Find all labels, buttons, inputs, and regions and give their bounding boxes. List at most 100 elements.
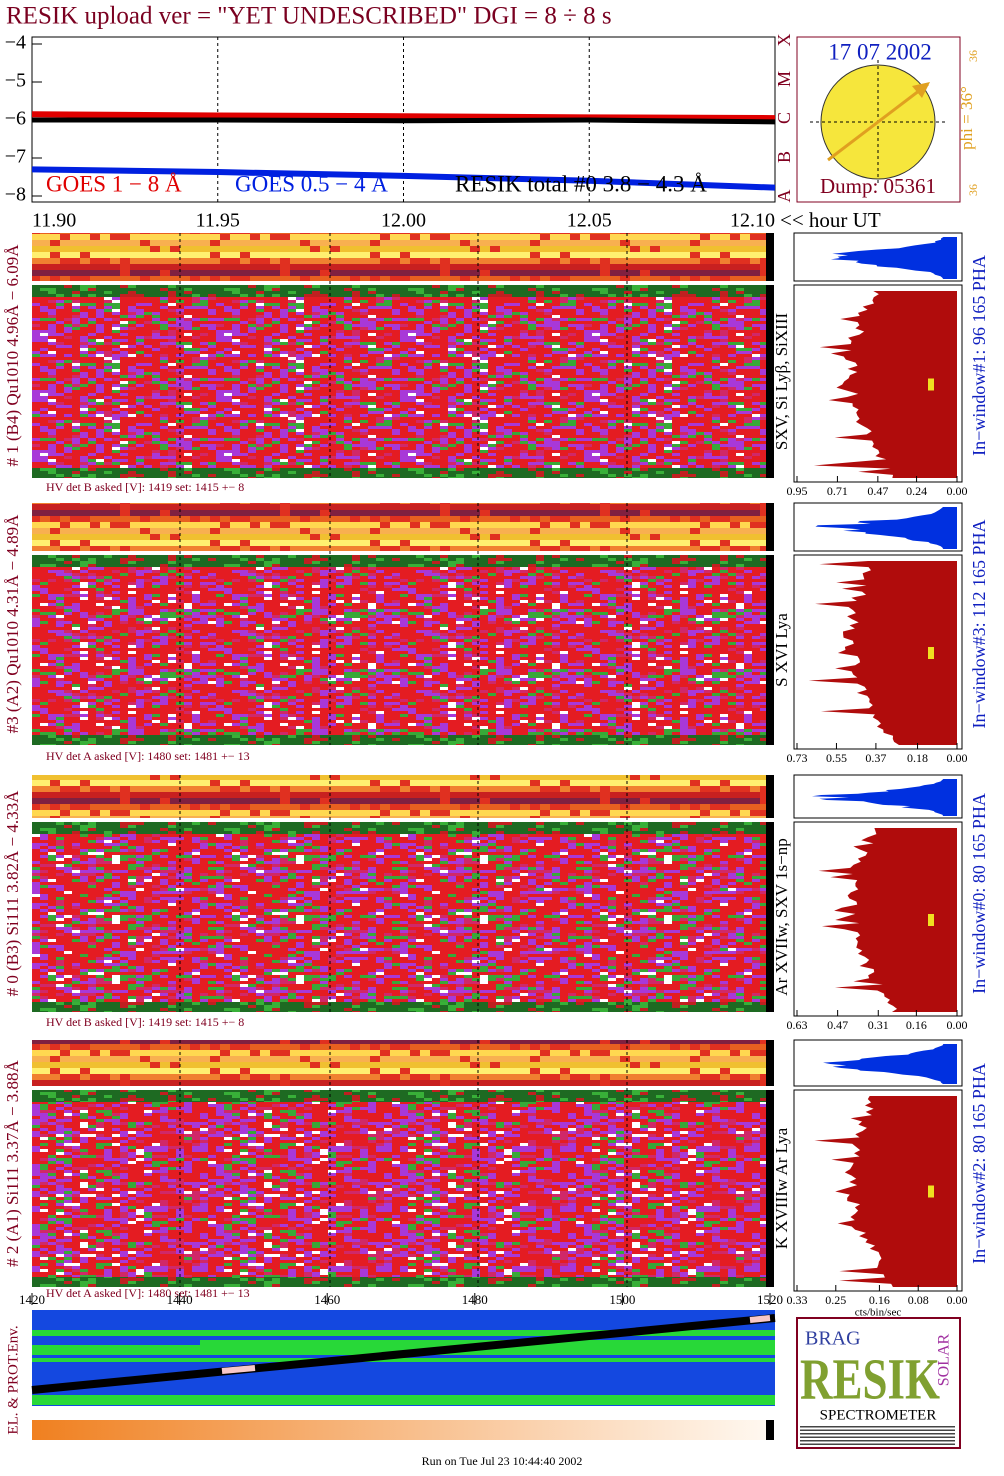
spectrogram-edge — [32, 822, 766, 834]
line-label: K XVIIIw Ar Lya — [772, 1127, 791, 1249]
pha-small — [811, 779, 957, 816]
y-tick-label: −5 — [5, 70, 26, 92]
line-label: Ar XVIIw, SXV 1s−np — [772, 838, 791, 995]
sun-phi: phi = 36° — [957, 86, 976, 150]
y-tick-label: −7 — [5, 146, 26, 168]
series-line — [31, 166, 776, 191]
spectrogram-bar — [766, 285, 774, 478]
logo-spectrometer: SPECTROMETER — [820, 1407, 937, 1423]
logo-fineprint — [800, 1429, 955, 1431]
pha-tick-label: 0.55 — [826, 751, 847, 765]
sun-arrowhead — [912, 82, 930, 98]
pha-main — [814, 1096, 957, 1287]
pha-tick-label: 0.24 — [906, 484, 927, 498]
pha-label: In−window#0: 80 165 PHA — [969, 793, 989, 994]
x-tick-label: 11.95 — [196, 210, 240, 232]
logo-fineprint — [800, 1440, 955, 1442]
pha-small — [823, 1044, 957, 1084]
spectrogram-bar — [766, 555, 774, 745]
flare-class: M — [774, 71, 794, 87]
sun-scale: 36 — [966, 50, 980, 62]
env-label: EL. & PROT.Env. — [5, 1325, 21, 1434]
logo-fineprint — [800, 1433, 955, 1435]
env-band — [32, 1358, 775, 1362]
title: RESIK upload ver = "YET UNDESCRIBED" DGI… — [6, 3, 612, 30]
pha-tick-label: 0.00 — [947, 1018, 968, 1032]
env-bar-end — [766, 1420, 774, 1440]
env-tick-label: 1480 — [462, 1292, 488, 1307]
pha-main — [818, 828, 957, 1012]
x-tick-label: 12.10 — [730, 210, 775, 232]
flare-class: X — [774, 34, 794, 47]
pha-tick-label: 0.25 — [825, 1293, 846, 1307]
pha-tick-label: 0.00 — [947, 751, 968, 765]
pha-label: In−window#3: 112 165 PHA — [969, 520, 989, 729]
strip — [32, 503, 766, 551]
strip — [32, 775, 766, 818]
pha-tick-label: 0.00 — [947, 484, 968, 498]
pha-label: In−window#1: 96 165 PHA — [969, 255, 989, 456]
pha-tick-label: 0.08 — [908, 1293, 929, 1307]
flare-class: A — [774, 190, 794, 203]
spectrogram-edge — [32, 1002, 766, 1012]
pha-tick-label: 0.18 — [907, 751, 928, 765]
flare-class: B — [774, 151, 794, 163]
sun-arrow — [827, 82, 929, 162]
pha-tick-label: 0.47 — [867, 484, 888, 498]
logo-resik: RESIK — [800, 1346, 940, 1411]
pha-marker — [928, 378, 934, 391]
spectrogram-edge — [32, 1277, 766, 1287]
pha-tick-label: 0.73 — [787, 751, 808, 765]
env-mark — [749, 1315, 771, 1323]
strip-bar — [766, 1040, 774, 1086]
strip-bar — [766, 775, 774, 818]
y-tick-label: −4 — [5, 32, 26, 54]
pha-tick-label: 0.31 — [868, 1018, 889, 1032]
legend-entry: GOES 1 − 8 Å — [46, 171, 182, 196]
strip-bar — [766, 233, 774, 281]
pha-main — [813, 291, 957, 478]
logo-fineprint — [800, 1443, 955, 1445]
pha-tick-label: 0.00 — [947, 1293, 968, 1307]
env-bar — [32, 1420, 766, 1440]
spectrogram-edge — [32, 735, 766, 745]
pha-marker — [928, 1185, 934, 1198]
series-line — [32, 117, 776, 125]
pha-small — [815, 507, 957, 549]
pha-axis-label: cts/bin/sec — [855, 1307, 902, 1319]
env-tick-label: 1440 — [167, 1292, 193, 1307]
logo-fineprint — [800, 1436, 955, 1438]
pha-tick-label: 0.16 — [906, 1018, 927, 1032]
legend-entry: GOES 0.5 − 4 Å — [235, 171, 388, 196]
env-trace — [31, 1314, 776, 1394]
pha-tick-label: 0.47 — [827, 1018, 848, 1032]
hv-label: HV det A asked [V]: 1480 set: 1481 +− 13 — [46, 749, 250, 763]
x-tick-label: 11.90 — [32, 210, 76, 232]
spectrogram — [32, 822, 766, 1012]
line-label: S XVI Lya — [772, 613, 791, 687]
x-axis-label: << hour UT — [780, 208, 881, 232]
y-tick-label: −6 — [5, 108, 26, 130]
pha-tick-label: 0.33 — [787, 1293, 808, 1307]
panel-label: #3 (A2) Qu1010 4.31Å − 4.89Å — [3, 514, 22, 733]
y-tick-label: −8 — [5, 184, 26, 206]
spectrogram — [32, 555, 766, 745]
spectrogram-edge — [32, 468, 766, 478]
env-tick-label: 1460 — [314, 1292, 340, 1307]
logo-brag: BRAG — [805, 1328, 861, 1350]
env-band — [32, 1395, 775, 1405]
pha-tick-label: 0.16 — [869, 1293, 890, 1307]
x-tick-label: 12.05 — [567, 210, 612, 232]
pha-label: In−window#2: 80 165 PHA — [969, 1063, 989, 1264]
spectrogram-edge — [32, 1090, 766, 1102]
spectrogram — [32, 1090, 766, 1287]
pha-tick-label: 0.63 — [787, 1018, 808, 1032]
env-tick-label: 1520 — [757, 1292, 783, 1307]
hv-label: HV det B asked [V]: 1419 set: 1415 +− 8 — [46, 480, 244, 494]
pha-marker — [928, 914, 934, 926]
pha-tick-label: 0.37 — [865, 751, 886, 765]
spectrogram-bar — [766, 1090, 774, 1287]
sun-scale: 36 — [966, 184, 980, 196]
line-label: SXV, Si Lyβ, SiXIII — [772, 313, 791, 451]
